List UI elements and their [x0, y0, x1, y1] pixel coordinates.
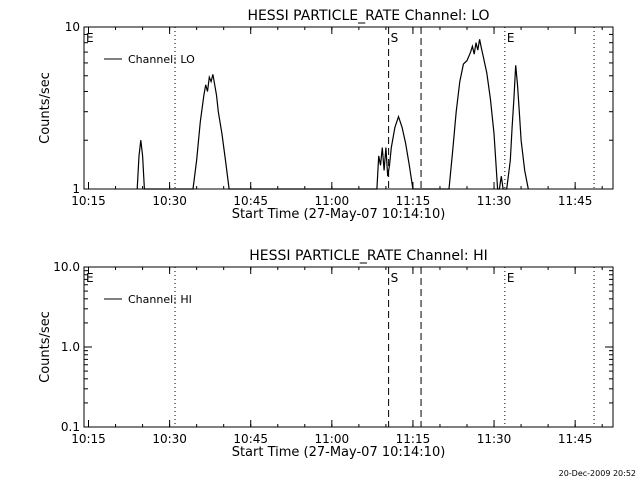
x-tick-label: 11:15 [396, 432, 431, 446]
x-tick-label: 11:15 [396, 194, 431, 208]
y-tick-label: 0.1 [61, 420, 80, 434]
plot-frame [83, 266, 614, 428]
x-axis-label: Start Time (27-May-07 10:14:10) [232, 445, 446, 460]
annotation-label: S [391, 271, 399, 285]
x-tick-label: 10:45 [233, 194, 268, 208]
legend-label: Channel: LO [128, 53, 195, 66]
y-axis-label: Counts/sec [38, 311, 53, 383]
x-tick-label: 10:30 [152, 194, 187, 208]
x-tick-label: 11:45 [558, 194, 593, 208]
y-tick-label: 10 [65, 20, 80, 34]
annotation-label: E [86, 271, 94, 285]
chart-title: HESSI PARTICLE_RATE Channel: HI [249, 248, 487, 264]
chart-panel-2: HESSI PARTICLE_RATE Channel: HI 10:15 10:3… [38, 248, 614, 460]
chart-title: HESSI PARTICLE_RATE Channel: LO [247, 8, 489, 24]
x-tick-label: 11:45 [558, 432, 593, 446]
annotation-label: S [391, 31, 399, 45]
plot-frame [83, 26, 614, 190]
plot-timestamp: 20-Dec-2009 20:52 [558, 469, 636, 478]
x-tick-label: 10:30 [152, 432, 187, 446]
annotation-label: E [86, 31, 94, 45]
x-tick-label: 10:15 [71, 432, 106, 446]
y-tick-label: 1 [72, 182, 80, 196]
legend-label: Channel: HI [128, 293, 192, 306]
x-tick-label: 11:00 [315, 194, 350, 208]
y-tick-label: 1.0 [61, 340, 80, 354]
x-tick-label: 10:15 [71, 194, 106, 208]
y-axis-label: Counts/sec [38, 72, 53, 144]
annotation-label: E [507, 271, 515, 285]
annotation-label: E [507, 31, 515, 45]
x-tick-label: 10:45 [233, 432, 268, 446]
y-tick-label: 10.0 [53, 260, 80, 274]
x-tick-label: 11:30 [477, 432, 512, 446]
chart-panel-1: HESSI PARTICLE_RATE Channel: LO 10:15 10:3… [38, 8, 614, 222]
x-tick-label: 11:30 [477, 194, 512, 208]
x-axis-label: Start Time (27-May-07 10:14:10) [232, 207, 446, 222]
series-line [136, 39, 529, 190]
x-tick-label: 11:00 [315, 432, 350, 446]
